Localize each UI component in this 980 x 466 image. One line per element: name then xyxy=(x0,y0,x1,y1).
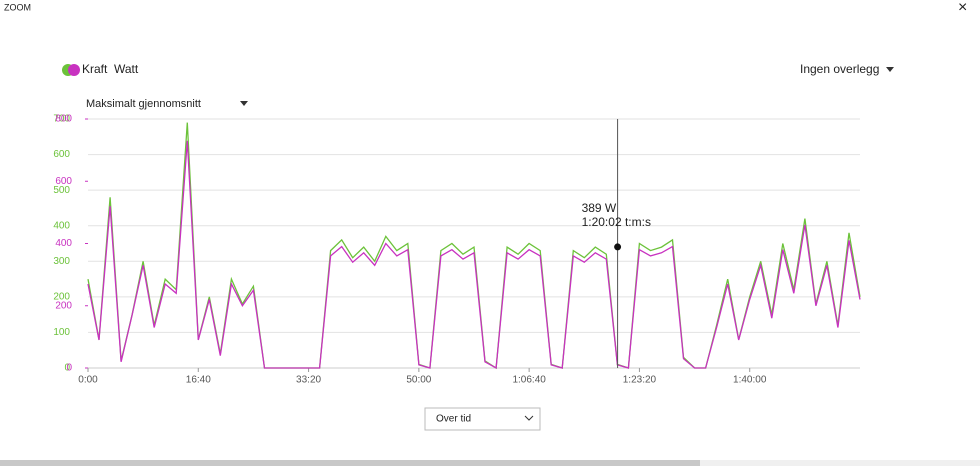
y-tick-label: 0 xyxy=(64,363,70,374)
y-tick-label: 200 xyxy=(53,291,70,302)
dropdown-arrow xyxy=(524,415,534,421)
legend-label: Watt xyxy=(114,62,139,76)
scrollbar-thumb[interactable] xyxy=(0,460,700,466)
x-tick-label: 16:40 xyxy=(186,375,211,386)
zoom-title: ZOOM xyxy=(4,2,31,12)
y2-tick-label: 200 xyxy=(55,300,72,311)
x-tick-label: 1:40:00 xyxy=(733,375,767,386)
y-tick-label: 500 xyxy=(53,185,70,196)
overlay-dropdown[interactable]: Ingen overlegg xyxy=(800,62,894,76)
y2-tick-label: 400 xyxy=(55,238,72,249)
legend: Kraft Watt xyxy=(62,62,139,76)
x-tick-label: 50:00 xyxy=(406,375,431,386)
legend-swatch xyxy=(68,64,80,76)
dropdown-box xyxy=(424,407,541,431)
average-dropdown[interactable]: Maksimalt gjennomsnitt xyxy=(86,98,248,110)
tooltip-point xyxy=(614,243,622,251)
mode-label: Over tid xyxy=(436,414,471,425)
y-tick-label: 400 xyxy=(53,220,70,231)
y-tick-label: 700 xyxy=(53,114,70,125)
dropdown-arrow xyxy=(886,67,894,72)
y2-tick-label: 800 xyxy=(55,114,72,125)
legend-label: Kraft xyxy=(82,62,108,76)
y-tick-label: 600 xyxy=(53,149,70,160)
average-label: Maksimalt gjennomsnitt xyxy=(86,98,201,110)
dropdown-arrow xyxy=(240,101,248,106)
close-button[interactable]: × xyxy=(958,0,967,16)
overlay-label: Ingen overlegg xyxy=(800,62,879,76)
x-tick-label: 33:20 xyxy=(296,375,321,386)
x-tick-label: 1:06:40 xyxy=(512,375,546,386)
y-tick-label: 100 xyxy=(53,327,70,338)
y-tick-label: 300 xyxy=(53,256,70,267)
x-tick-label: 1:23:20 xyxy=(623,375,657,386)
series-line xyxy=(87,122,861,370)
y2-tick-label: 600 xyxy=(55,176,72,187)
tooltip-time: 1:20:02 t:m:s xyxy=(582,215,651,229)
x-tick-label: 0:00 xyxy=(78,375,98,386)
y2-tick-label: 0 xyxy=(66,363,72,374)
mode-dropdown[interactable]: Over tid xyxy=(424,407,541,431)
tooltip-value: 389 W xyxy=(582,201,617,215)
series-line xyxy=(87,140,861,370)
